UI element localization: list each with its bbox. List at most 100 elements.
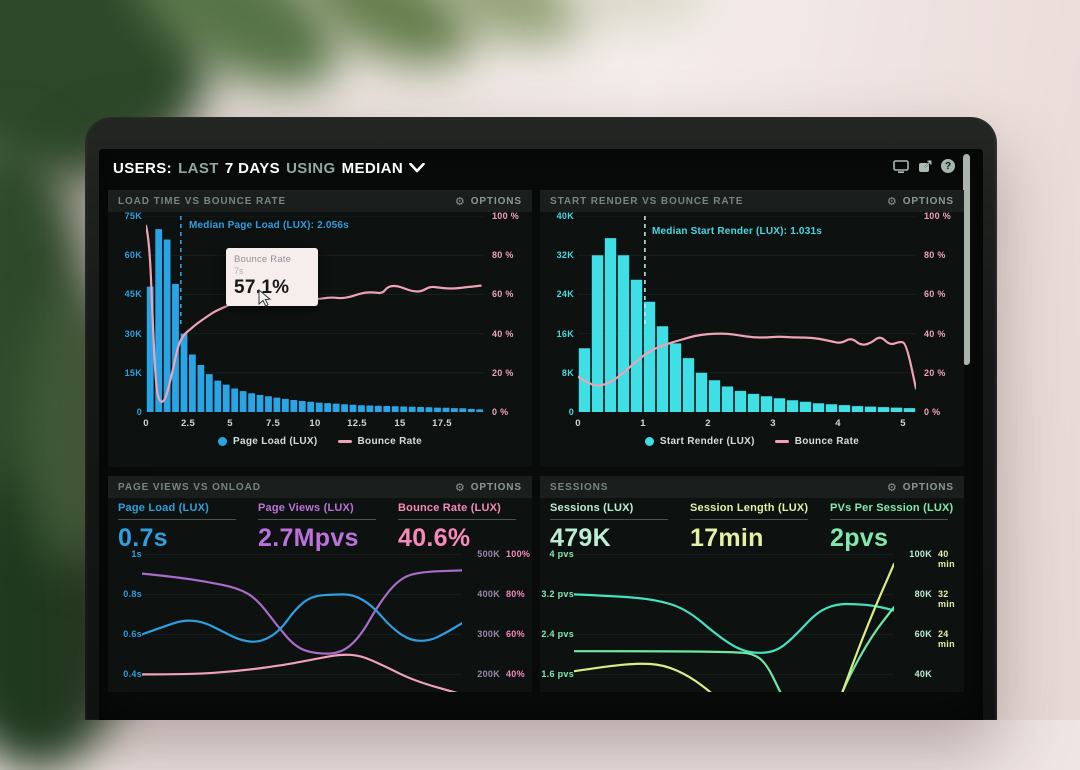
gear-icon: ⚙ (454, 480, 466, 494)
help-icon[interactable]: ? (941, 159, 955, 173)
dashboard-screen: USERS: LAST 7 DAYS USING MEDIAN ? LOAD T… (99, 149, 983, 720)
legend-line-marker (774, 440, 789, 443)
x-axis-tick: 12.5 (347, 418, 367, 429)
title-median: MEDIAN (341, 159, 404, 177)
y-axis-tick: 80 % (492, 250, 514, 260)
y-axis-tick: 24 min (938, 629, 955, 649)
x-axis-tick: 5 (900, 418, 906, 429)
y-axis-tick: 3.2 pvs (541, 589, 574, 599)
y-axis-tick: 0 % (492, 407, 509, 417)
legend-dot-marker (218, 437, 228, 446)
stat-session-length: Session Length (LUX) 17min (690, 502, 809, 552)
y-axis-tick: 300K (477, 629, 500, 639)
panel-start-render-vs-bounce-rate: START RENDER VS BOUNCE RATE ⚙ OPTIONS 40K… (540, 190, 964, 467)
x-axis-tick: 7.5 (265, 418, 281, 429)
laptop-bezel: USERS: LAST 7 DAYS USING MEDIAN ? LOAD T… (85, 117, 997, 720)
stat-page-load: Page Load (LUX) 0.7s (118, 502, 246, 553)
title-last: LAST (178, 159, 219, 177)
page-views-line-chart[interactable] (142, 548, 462, 692)
y-axis-tick: 100 % (924, 211, 952, 221)
y-axis-tick: 1.6 pvs (541, 669, 574, 679)
y-axis-tick: 32 min (938, 589, 955, 609)
display-icon[interactable] (893, 159, 909, 173)
x-axis-tick: 0 (575, 418, 581, 429)
y-axis-tick: 60% (506, 629, 525, 639)
y-axis-tick: 0.8s (123, 589, 142, 599)
y-axis-tick: 60K (914, 629, 932, 639)
x-axis-tick: 3 (770, 418, 776, 429)
stat-pvs-per-session: PVs Per Session (LUX) 2pvs (830, 502, 954, 552)
options-button[interactable]: ⚙ OPTIONS (454, 194, 522, 208)
y-axis-tick: 1s (131, 549, 142, 559)
panel-sessions: SESSIONS ⚙ OPTIONS Sessions (LUX) 479K Se… (540, 476, 964, 692)
y-axis-tick: 0.6s (123, 629, 142, 639)
y-axis-tick: 32K (556, 250, 574, 260)
y-axis-tick: 60 % (492, 289, 514, 299)
options-button[interactable]: ⚙ OPTIONS (886, 194, 954, 208)
y-axis-tick: 20 % (492, 368, 514, 378)
legend-line-marker (337, 440, 352, 443)
share-icon[interactable] (918, 159, 932, 173)
y-axis-tick: 400K (477, 589, 500, 599)
y-axis-tick: 20 % (924, 368, 946, 378)
dashboard-titlebar: USERS: LAST 7 DAYS USING MEDIAN ? (99, 149, 983, 187)
start-render-histogram-chart[interactable] (578, 216, 916, 412)
y-axis-tick: 0.4s (123, 669, 142, 679)
load-time-histogram-chart[interactable] (146, 216, 484, 412)
panel-title: START RENDER VS BOUNCE RATE (550, 195, 744, 207)
options-button[interactable]: ⚙ OPTIONS (886, 480, 954, 494)
x-axis-tick: 4 (835, 418, 841, 429)
median-annotation: Median Start Render (LUX): 1.031s (652, 226, 822, 237)
y-axis-tick: 60 % (924, 289, 946, 299)
x-axis-tick: 10 (309, 418, 321, 429)
y-axis-tick: 16K (556, 329, 574, 339)
y-axis-tick: 0 (568, 407, 574, 417)
title-days: 7 DAYS (224, 159, 281, 177)
stat-page-views: Page Views (LUX) 2.7Mpvs (258, 502, 386, 553)
stat-bounce-rate: Bounce Rate (LUX) 40.6% (398, 502, 526, 553)
legend-dot-marker (644, 437, 654, 446)
y-axis-tick: 0 (136, 407, 142, 417)
mouse-cursor-icon (258, 289, 272, 307)
y-axis-tick: 100 % (492, 211, 520, 221)
x-axis-tick: 1 (640, 418, 646, 429)
panel-page-views-vs-onload: PAGE VIEWS VS ONLOAD ⚙ OPTIONS Page Load … (108, 476, 532, 692)
stat-sessions: Sessions (LUX) 479K (550, 502, 678, 553)
panel-load-time-vs-bounce-rate: LOAD TIME VS BOUNCE RATE ⚙ OPTIONS 75K 60… (108, 190, 532, 467)
x-axis-tick: 5 (227, 418, 233, 429)
y-axis-tick: 75K (124, 211, 142, 221)
y-axis-tick: 40 % (492, 329, 514, 339)
y-axis-tick: 100% (506, 549, 531, 559)
y-axis-tick: 24K (556, 289, 574, 299)
sessions-line-chart[interactable] (574, 548, 894, 692)
title-using: USING (286, 159, 336, 177)
y-axis-tick: 15K (124, 368, 142, 378)
y-axis-tick: 40% (506, 669, 525, 679)
x-axis-tick: 0 (143, 418, 149, 429)
title-users: USERS: (113, 159, 173, 177)
chart-legend: Page Load (LUX) Bounce Rate (108, 436, 532, 447)
y-axis-tick: 40 % (924, 329, 946, 339)
median-annotation: Median Page Load (LUX): 2.056s (189, 220, 349, 231)
bounce-rate-tooltip: Bounce Rate 7s 57.1% (226, 248, 318, 306)
filter-dropdown[interactable]: USERS: LAST 7 DAYS USING MEDIAN (113, 160, 425, 177)
y-axis-tick: 8K (561, 368, 574, 378)
y-axis-tick: 500K (477, 549, 500, 559)
panel-title: SESSIONS (550, 481, 609, 493)
panel-title: LOAD TIME VS BOUNCE RATE (118, 195, 287, 207)
y-axis-tick: 45K (124, 289, 142, 299)
y-axis-tick: 0 % (924, 407, 941, 417)
y-axis-tick: 40K (914, 669, 932, 679)
x-axis-tick: 2.5 (180, 418, 196, 429)
x-axis-tick: 17.5 (432, 418, 452, 429)
chevron-down-icon (409, 163, 425, 173)
y-axis-tick: 40 min (938, 549, 955, 569)
x-axis-tick: 15 (394, 418, 406, 429)
scrollbar-thumb[interactable] (963, 154, 970, 365)
y-axis-tick: 200K (477, 669, 500, 679)
y-axis-tick: 4 pvs (549, 549, 574, 559)
options-button[interactable]: ⚙ OPTIONS (454, 480, 522, 494)
chart-legend: Start Render (LUX) Bounce Rate (540, 436, 964, 447)
y-axis-tick: 100K (909, 549, 932, 559)
y-axis-tick: 2.4 pvs (541, 629, 574, 639)
